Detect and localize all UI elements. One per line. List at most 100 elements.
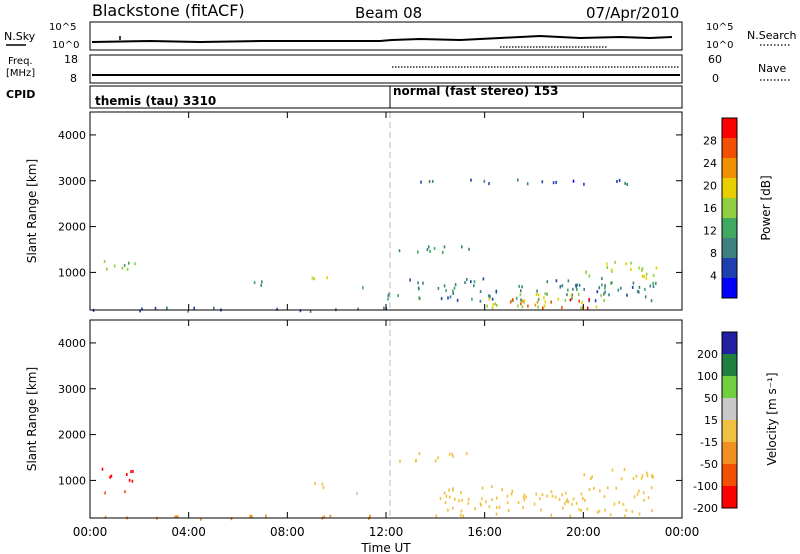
range-gate-cell xyxy=(383,306,385,310)
freq-label: Freq. xyxy=(8,56,33,67)
range-gate-cell xyxy=(474,507,476,511)
colorbar-tick-label: 200 xyxy=(697,348,718,361)
range-gate-cell xyxy=(433,246,436,250)
range-gate-cell xyxy=(321,482,324,486)
range-gate-cell xyxy=(600,293,602,297)
range-gate-cell xyxy=(625,262,627,266)
range-gate-cell xyxy=(534,303,537,307)
range-gate-cell xyxy=(409,278,411,282)
x-tick-label: 04:00 xyxy=(171,525,206,539)
x-tick-label: 16:00 xyxy=(467,525,502,539)
colorbar-tick-label: 28 xyxy=(703,135,717,148)
range-gate-cell xyxy=(471,297,473,301)
range-gate-cell xyxy=(655,281,657,285)
range-gate-cell xyxy=(588,274,591,278)
range-gate-cell xyxy=(572,287,574,291)
range-gate-cell xyxy=(576,283,578,287)
range-gate-cell xyxy=(276,307,278,311)
colorbar-swatch xyxy=(722,138,737,159)
range-gate-cell xyxy=(604,286,606,290)
range-gate-cell xyxy=(594,299,597,303)
range-gate-cell xyxy=(489,294,491,298)
range-gate-cell xyxy=(481,486,484,490)
range-gate-cell xyxy=(567,288,569,292)
range-gate-cell xyxy=(448,488,450,492)
range-gate-cell xyxy=(511,489,514,493)
range-gate-cell xyxy=(509,300,512,304)
range-gate-cell xyxy=(576,288,578,291)
range-gate-cell xyxy=(251,514,253,518)
range-gate-cell xyxy=(536,300,539,304)
range-gate-cell xyxy=(356,492,358,496)
range-gate-cell xyxy=(175,515,178,519)
velocity-y-axis: 4000 3000 2000 1000 xyxy=(58,337,682,487)
range-gate-cell xyxy=(174,515,176,519)
range-gate-cell xyxy=(620,286,622,290)
range-gate-cell xyxy=(566,293,568,297)
range-gate-cell xyxy=(357,307,359,311)
range-gate-cell xyxy=(638,266,640,270)
range-gate-cell xyxy=(622,502,625,506)
range-gate-cell xyxy=(440,297,443,301)
range-gate-cell xyxy=(542,306,544,310)
power-y-axis: 4000 3000 2000 1000 xyxy=(58,129,682,279)
range-gate-cell xyxy=(633,495,636,499)
range-gate-cell xyxy=(448,452,451,456)
colorbar-swatch xyxy=(722,218,737,239)
range-gate-cell xyxy=(618,178,621,182)
colorbar-swatch xyxy=(722,332,737,355)
range-gate-cell xyxy=(567,500,570,504)
range-gate-cell xyxy=(101,467,104,471)
colorbar-swatch xyxy=(722,398,737,421)
range-gate-cell xyxy=(550,300,552,304)
range-gate-cell xyxy=(131,479,134,483)
colorbar-tick-label: 50 xyxy=(704,392,718,405)
range-gate-cell xyxy=(126,267,129,271)
range-gate-cell xyxy=(451,452,453,456)
range-gate-cell xyxy=(606,262,608,266)
range-gate-cell xyxy=(485,500,487,504)
nave-tick-bottom: 0 xyxy=(712,72,719,85)
range-gate-cell xyxy=(452,487,454,491)
cpid-panel: CPID themis (tau) 3310 normal (fast ster… xyxy=(6,84,683,109)
range-gate-cell xyxy=(567,279,570,283)
frequency-panel: Freq. [MHz] 18 8 60 0 Nave xyxy=(6,53,790,85)
range-gate-cell xyxy=(465,452,468,456)
range-gate-cell xyxy=(561,493,563,497)
range-gate-cell xyxy=(387,297,389,301)
range-gate-cell xyxy=(415,458,417,462)
range-gate-cell xyxy=(483,179,486,183)
range-gate-cell xyxy=(388,292,390,296)
range-gate-cell xyxy=(481,497,483,501)
range-gate-cell xyxy=(520,302,522,306)
range-gate-cell xyxy=(645,276,648,280)
range-gate-cell xyxy=(460,513,462,517)
range-gate-cell xyxy=(610,281,612,285)
range-gate-cell xyxy=(544,292,546,296)
colorbar-swatch xyxy=(722,442,737,465)
range-gate-cell xyxy=(124,490,126,494)
range-gate-cell xyxy=(603,299,605,302)
range-gate-cell xyxy=(456,298,459,302)
colorbar-tick-label: -15 xyxy=(700,436,718,449)
range-gate-cell xyxy=(126,473,128,476)
range-gate-cell xyxy=(495,289,498,293)
range-gate-cell xyxy=(638,489,640,493)
range-gate-cell xyxy=(583,473,586,477)
range-gate-cell xyxy=(638,285,641,289)
range-gate-cell xyxy=(536,289,538,293)
range-gate-cell xyxy=(473,284,475,288)
range-gate-cell xyxy=(437,456,439,460)
cpid-label: CPID xyxy=(6,88,35,101)
range-gate-cell xyxy=(650,299,653,303)
range-gate-cell xyxy=(492,303,494,307)
range-gate-cell xyxy=(479,299,482,303)
time-axis-label: Time UT xyxy=(360,541,411,554)
range-gate-cell xyxy=(452,455,454,458)
range-gate-cell xyxy=(578,508,581,511)
range-gate-cell xyxy=(434,459,437,463)
range-gate-cell xyxy=(541,180,544,184)
noise-tick-left-bottom: 10^0 xyxy=(52,40,79,51)
y-tick-label: 3000 xyxy=(58,175,86,188)
